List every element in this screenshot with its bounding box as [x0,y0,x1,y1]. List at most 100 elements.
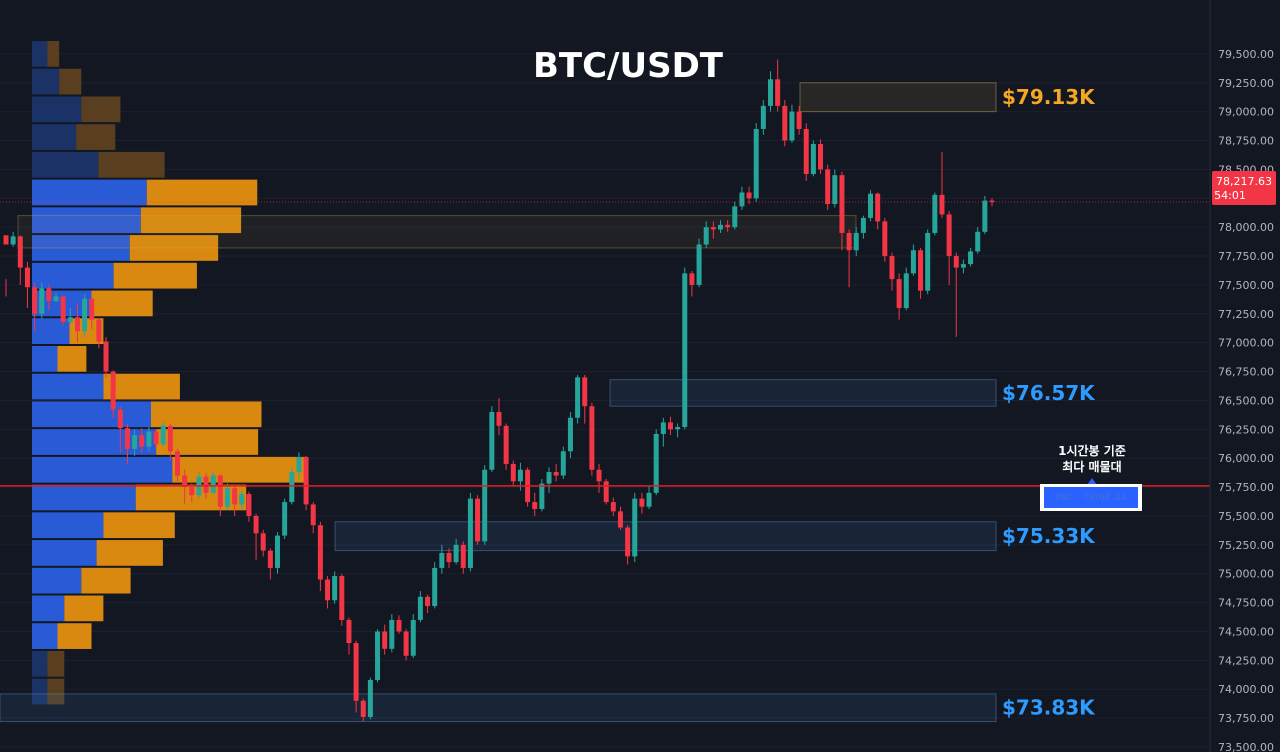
candle-body [810,143,816,175]
candle-body [417,596,423,620]
candle-body [575,377,581,418]
candle-body [739,192,745,207]
timeframe-note-line1: 1시간봉 기준 [1058,443,1126,458]
y-tick-label: 79,000.00 [1218,106,1274,119]
volume-bar-buy [32,345,58,372]
candle-body [482,469,488,542]
candle-body [546,472,552,484]
candle-body [975,231,981,252]
volume-bar-sell [98,151,165,178]
volume-bar-buy [32,96,82,123]
price-axis[interactable]: 79,500.0079,250.0079,000.0078,750.0078,5… [1209,0,1274,752]
candle-body [839,175,845,233]
candle-body [775,79,781,106]
candle-body [553,472,559,476]
candle-body [425,596,431,607]
candle-body [596,469,602,482]
candle-body [732,206,738,228]
volume-bar-sell [172,456,307,483]
candle-body [910,250,916,274]
candle-body [282,502,288,536]
candle-body [646,492,652,507]
volume-bar-buy [32,151,99,178]
candle-body [696,244,702,285]
candle-body [903,273,909,309]
volume-bar-sell [96,540,163,566]
y-tick-label: 76,250.00 [1218,423,1274,436]
y-tick-label: 76,000.00 [1218,452,1274,465]
candle-body [896,279,902,309]
y-tick-label: 78,000.00 [1218,221,1274,234]
candle-body [725,224,731,228]
level-label: $75.33K [1002,524,1096,548]
candle-body [117,409,123,429]
y-tick-label: 74,250.00 [1218,654,1274,667]
candles [3,59,995,722]
volume-bar-sell [113,262,197,289]
volume-bar-buy [32,595,65,622]
volume-bar-sell [146,179,258,206]
candle-body [889,256,895,280]
volume-bar-sell [81,96,121,123]
candle-body [717,224,723,230]
volume-bar-sell [47,678,65,705]
y-tick-label: 74,000.00 [1218,683,1274,696]
candle-body [146,431,152,447]
candle-body [310,504,316,526]
candle-body [710,227,716,230]
candle-body [353,643,359,701]
timeframe-note-line2: 최다 매물대 [1062,459,1121,474]
candle-body [96,319,102,342]
volume-bar-buy [32,429,157,455]
candle-body [403,631,409,656]
candle-body [467,498,473,568]
volume-bar-buy [32,373,104,400]
y-tick-label: 75,500.00 [1218,510,1274,523]
y-tick-label: 76,500.00 [1218,394,1274,407]
candle-body [782,105,788,141]
y-tick-label: 74,500.00 [1218,625,1274,638]
candle-body [217,475,223,507]
candle-body [796,111,802,129]
volume-bar-buy [32,124,77,150]
resistance-band [17,215,857,249]
y-tick-label: 75,250.00 [1218,539,1274,552]
volume-bar-buy [32,678,48,705]
level-zone [609,379,997,407]
volume-bar-sell [156,429,259,455]
candle-body [517,469,523,482]
volume-bar-buy [32,235,130,261]
candle-body [689,273,695,285]
candle-body [539,483,545,510]
candle-body [382,631,388,649]
candle-body [496,411,502,426]
y-tick-label: 73,500.00 [1218,741,1274,752]
volume-bar-sell [76,124,116,150]
volume-bar-sell [129,235,219,261]
candle-body [803,128,809,175]
volume-bar-buy [32,650,48,677]
candle-body [89,298,95,320]
countdown-label: 54:01 [1214,189,1246,202]
volume-bar-sell [59,68,82,95]
y-tick-label: 78,750.00 [1218,135,1274,148]
candle-body [853,232,859,251]
volume-bar-buy [32,401,151,428]
candle-body [174,451,180,476]
candle-body [10,236,16,245]
candle-body [239,494,245,505]
candle-body [639,498,645,507]
candle-body [460,544,466,568]
candle-body [260,533,266,551]
level-label: $76.57K [1002,381,1096,405]
y-tick-label: 77,250.00 [1218,308,1274,321]
candle-body [703,227,709,245]
candle-body [32,287,38,314]
level-zone [799,82,997,113]
volume-bar-sell [57,345,87,372]
volume-bar-sell [140,207,242,234]
candle-body [832,175,838,205]
y-tick-label: 76,750.00 [1218,366,1274,379]
candle-body [303,457,309,505]
